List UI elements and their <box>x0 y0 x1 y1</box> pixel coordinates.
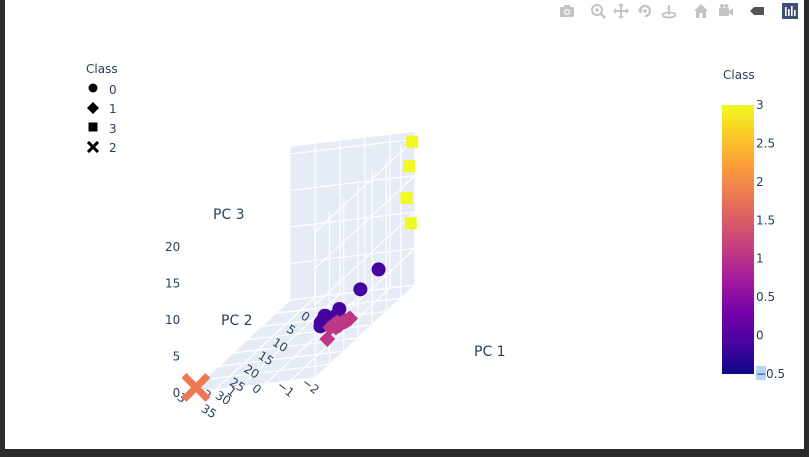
data-point-class-1[interactable] <box>342 310 359 327</box>
zoom-icon[interactable] <box>590 3 606 19</box>
colorbar-scale <box>722 105 754 374</box>
selection-highlight <box>756 366 766 380</box>
data-point-class-3[interactable] <box>403 160 416 173</box>
colorbar-tick-label: 1 <box>756 252 764 266</box>
modebar: z <box>5 3 804 21</box>
colorbar-title: Class <box>723 68 755 82</box>
camera-icon[interactable] <box>559 3 575 19</box>
orbit-rotation-icon[interactable] <box>637 3 653 19</box>
x-tick-label: 25 <box>227 375 247 395</box>
z-tick-label: 10 <box>165 313 180 327</box>
x-symbol-icon <box>83 140 103 156</box>
legend: Class 0 1 3 2 <box>83 62 118 158</box>
square-symbol-icon <box>83 121 103 136</box>
data-point-class-3[interactable] <box>400 192 413 205</box>
legend-item[interactable]: 3 <box>83 119 118 139</box>
colorbar-tick-label: 0.5 <box>756 290 775 304</box>
legend-item-label: 0 <box>109 82 117 97</box>
colorbar-tick-label: −0.5 <box>756 367 785 381</box>
data-points <box>181 135 419 402</box>
colorbar-tick-label: 2 <box>756 175 764 189</box>
z-tick-label: 20 <box>165 240 180 254</box>
z-axis-title: PC 3 <box>213 207 245 223</box>
colorbar-tick-label: 1.5 <box>756 213 775 227</box>
legend-title: Class <box>86 62 118 76</box>
camera-reset-icon[interactable] <box>718 3 734 19</box>
x-tick-label: 10 <box>270 335 290 355</box>
plotly-logo-icon[interactable] <box>782 3 798 19</box>
colorbar-tick-label: 0 <box>756 329 764 343</box>
data-point-class-1[interactable] <box>322 319 339 336</box>
circle-symbol-icon <box>83 82 103 97</box>
colorbar-tick-label: 2.5 <box>756 136 775 150</box>
grid-lines <box>189 131 416 394</box>
axis-titles: PC 1 PC 2 PC 3 <box>213 207 506 360</box>
side-wall <box>290 131 415 300</box>
hover-toggle-icon[interactable] <box>749 3 765 19</box>
legend-item-label: 1 <box>109 102 117 117</box>
z-tick-label: 0 <box>173 386 181 400</box>
x-tick-label: 35 <box>199 401 219 421</box>
legend-item-label: 2 <box>109 141 117 156</box>
z-tick-label: 5 <box>173 349 181 363</box>
data-point-class-3[interactable] <box>406 135 419 148</box>
turntable-rotation-icon[interactable]: z <box>661 3 677 19</box>
reset-view-icon[interactable] <box>693 3 709 19</box>
x-axis-title: PC 1 <box>474 344 506 360</box>
y-axis-title: PC 2 <box>221 313 253 329</box>
legend-item[interactable]: 0 <box>83 80 118 100</box>
x-tick-label: 15 <box>256 348 276 368</box>
legend-item[interactable]: 1 <box>83 100 118 120</box>
x-tick-label: 20 <box>241 362 261 382</box>
z-tick-label: 15 <box>165 276 180 290</box>
data-point-class-0[interactable] <box>353 282 368 297</box>
floor <box>190 285 415 393</box>
pan-icon[interactable] <box>613 3 629 19</box>
legend-item[interactable]: 2 <box>83 139 118 159</box>
x-tick-label: 30 <box>213 388 233 408</box>
data-point-class-0[interactable] <box>371 262 386 277</box>
diamond-symbol-icon <box>83 101 103 117</box>
data-point-class-2[interactable] <box>181 372 211 402</box>
colorbar-gradient: 3 2.5 2 1.5 1 0.5 0 −0.5 <box>722 98 785 381</box>
colorbar-tick-label: 3 <box>756 98 764 112</box>
data-point-class-1[interactable] <box>319 331 336 347</box>
legend-item-label: 3 <box>109 121 117 136</box>
svg-text:z: z <box>667 5 670 11</box>
colorbar: Class 3 2.5 2 1.5 1 0.5 0 −0.5 <box>722 68 792 387</box>
data-point-class-3[interactable] <box>404 217 417 230</box>
